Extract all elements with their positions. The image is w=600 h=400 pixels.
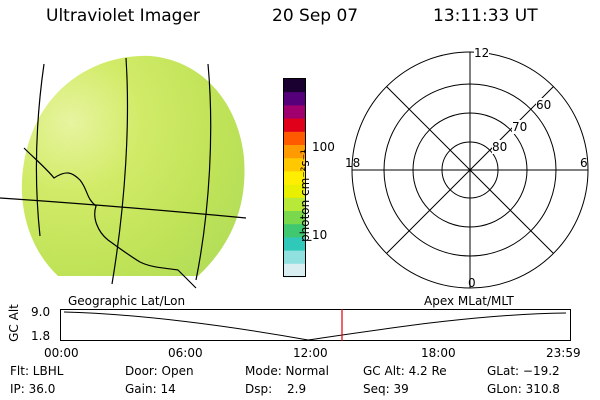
info-gc-alt: GC Alt: 4.2 Re [363,364,447,378]
colorbar-segment [284,131,305,146]
altitude-timeline [60,309,571,341]
date-label: 20 Sep 07 [272,6,359,26]
instrument-title: Ultraviolet Imager [46,6,200,26]
info-gain: Gain: 14 [125,382,176,396]
info-glat: GLat: −19.2 [487,364,560,378]
colorbar-segment [284,79,305,93]
info-dsp-value: 2.9 [287,382,307,396]
info-door: Door: Open [125,364,194,378]
info-dsp-label: Dsp: [245,382,273,396]
info-mode: Mode: Normal [245,364,329,378]
info-seq: Seq: 39 [363,382,409,396]
colorbar [283,78,306,278]
info-flt: Flt: LBHL [10,364,64,378]
colorbar-segment [284,158,305,172]
colorbar-unit-label: photon cm⁻²s⁻¹ [298,149,312,242]
timeline-xtick-0600: 06:00 [168,346,203,360]
mlt-label-0: 0 [468,276,476,290]
info-ip: IP: 36.0 [10,382,56,396]
colorbar-segment [284,145,305,159]
lat-label-60: 60 [536,98,552,112]
mlt-label-18: 18 [345,156,361,170]
colorbar-segment [284,263,305,278]
geographic-label: Geographic Lat/Lon [68,294,186,308]
colorbar-segment [284,224,305,238]
colorbar-segment [284,92,305,106]
mlt-label-6: 6 [580,156,588,170]
colorbar-segment [284,237,305,252]
time-label: 13:11:33 UT [433,6,538,26]
colorbar-segment [284,250,305,265]
timeline-xtick-2359: 23:59 [546,346,581,360]
info-glon: GLon: 310.8 [487,382,560,396]
lat-label-70: 70 [512,120,528,134]
altitude-curve [63,311,567,341]
colorbar-segment [284,184,305,199]
timeline-xtick-0000: 00:00 [44,346,79,360]
colorbar-segment [284,171,305,186]
polar-plot [351,51,589,289]
colorbar-tick-10: 10 [312,228,328,242]
uv-image-panel [0,55,247,289]
geographic-grid [0,57,247,289]
lat-label-80: 80 [492,140,508,154]
colorbar-segment [284,197,305,212]
timeline-ytick-9: 9.0 [31,305,51,319]
mlt-diag-2 [386,86,554,254]
apex-label: Apex MLat/MLT [424,294,514,308]
colorbar-segment [284,118,305,133]
coastline [23,147,197,289]
colorbar-segment [284,211,305,225]
timeline-axis-label: GC Alt [7,304,21,342]
timeline-xtick-1200: 12:00 [293,346,328,360]
mlt-label-12: 12 [474,46,490,60]
timeline-xtick-1800: 18:00 [421,346,456,360]
timeline-ytick-1_8: 1.8 [31,329,51,343]
colorbar-segment [284,105,305,120]
colorbar-tick-100: 100 [312,140,335,154]
